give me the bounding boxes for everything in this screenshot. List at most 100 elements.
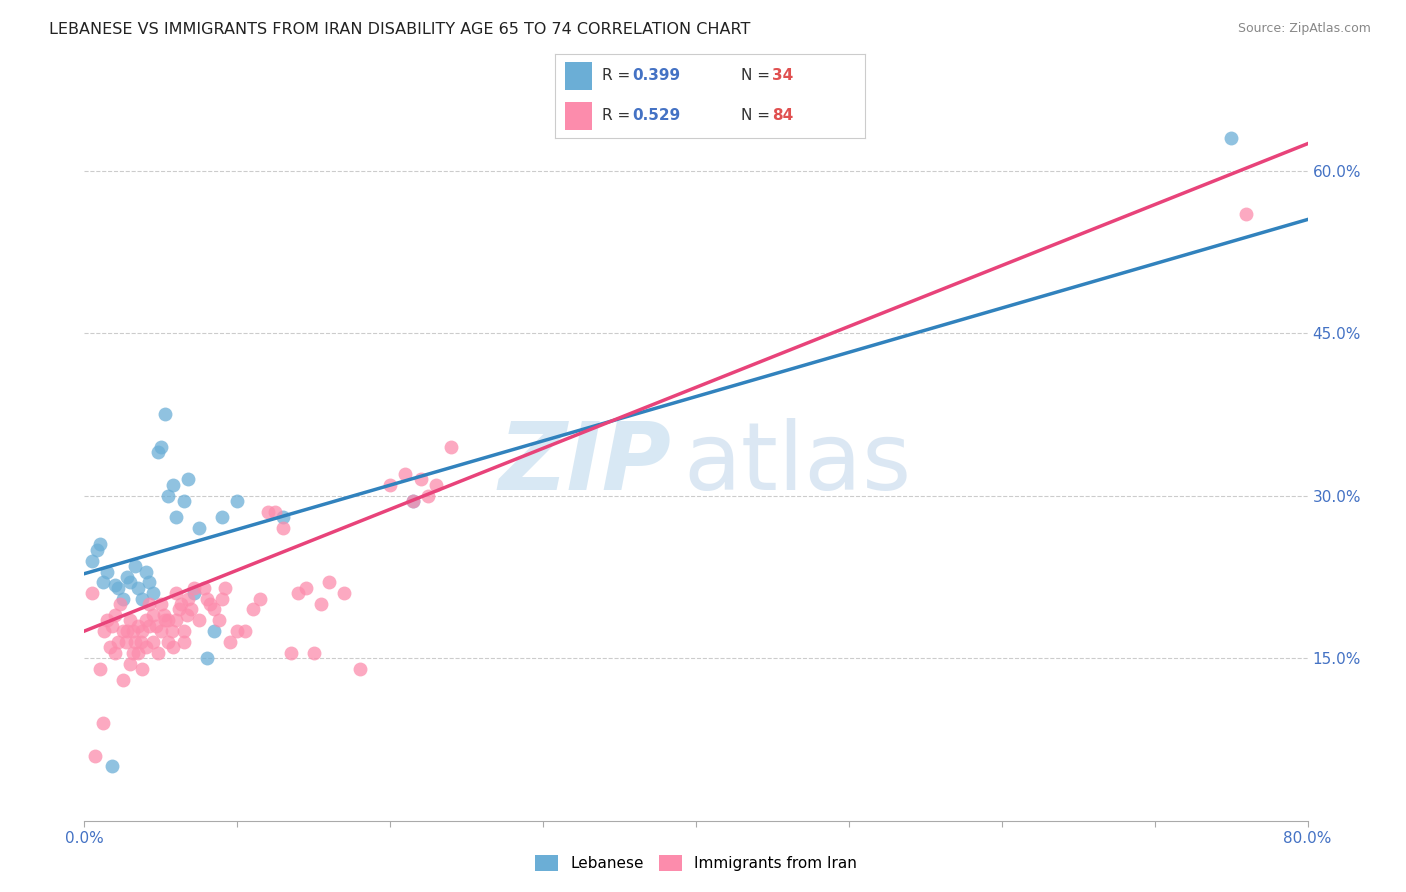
Point [111,624,134,639]
Point [89,537,111,551]
Point [170,597,193,611]
Point [165,613,187,627]
Point [394,467,416,481]
Point [233,624,256,639]
Point [218,635,240,649]
FancyBboxPatch shape [565,62,592,90]
Point [80,586,103,600]
Point [333,586,356,600]
Point [104,607,127,622]
Point [349,662,371,676]
Point [202,602,225,616]
Point [402,494,425,508]
Point [135,613,157,627]
Point [107,635,129,649]
Point [226,494,249,508]
Point [124,559,146,574]
Point [135,565,157,579]
Point [120,657,142,671]
Point [89,662,111,676]
Point [131,591,153,606]
Text: N =: N = [741,69,775,84]
Point [93,624,115,639]
Point [173,494,195,508]
Point [135,640,157,655]
Point [211,510,233,524]
Point [157,613,180,627]
Point [145,618,167,632]
Point [183,581,205,595]
Point [311,597,333,611]
Point [402,494,425,508]
Point [157,635,180,649]
Point [127,618,149,632]
Point [183,586,205,600]
Point [264,505,287,519]
Point [208,613,231,627]
Point [129,635,152,649]
Text: R =: R = [602,108,636,123]
Point [198,597,221,611]
Text: ZIP: ZIP [499,418,672,510]
Point [165,586,187,600]
Point [177,591,200,606]
Point [202,624,225,639]
Point [149,624,172,639]
Point [138,575,160,590]
Point [180,602,202,616]
Point [149,440,172,454]
Text: 34: 34 [772,69,793,84]
Point [173,635,195,649]
Point [120,613,142,627]
Text: N =: N = [741,108,775,123]
Point [211,591,233,606]
Point [167,602,190,616]
Point [114,635,136,649]
Point [173,624,195,639]
Point [257,505,280,519]
Legend: Lebanese, Immigrants from Iran: Lebanese, Immigrants from Iran [529,849,863,878]
Point [1220,131,1243,145]
Point [242,602,264,616]
Point [120,575,142,590]
Point [115,624,138,639]
Point [153,607,176,622]
Point [271,521,294,535]
Point [188,521,211,535]
Point [122,646,145,660]
Point [84,748,107,763]
Point [111,673,134,687]
Point [104,577,127,591]
Text: 0.399: 0.399 [633,69,681,84]
Point [127,581,149,595]
FancyBboxPatch shape [565,102,592,130]
Text: 0.529: 0.529 [633,108,681,123]
Point [91,716,114,731]
Point [176,607,198,622]
Point [226,624,249,639]
Text: LEBANESE VS IMMIGRANTS FROM IRAN DISABILITY AGE 65 TO 74 CORRELATION CHART: LEBANESE VS IMMIGRANTS FROM IRAN DISABIL… [49,22,751,37]
Point [195,651,218,665]
Point [138,618,160,632]
Point [188,613,211,627]
Point [91,575,114,590]
Point [101,759,124,773]
Point [108,597,131,611]
Point [409,473,432,487]
Point [440,440,463,454]
Point [195,591,218,606]
Point [249,591,271,606]
Point [162,478,184,492]
Point [157,489,180,503]
Point [131,662,153,676]
Point [318,575,340,590]
Point [115,570,138,584]
Point [302,646,325,660]
Point [142,635,165,649]
Point [165,510,187,524]
Point [111,591,134,606]
Point [146,445,169,459]
Point [96,613,118,627]
Point [214,581,236,595]
Point [142,586,165,600]
